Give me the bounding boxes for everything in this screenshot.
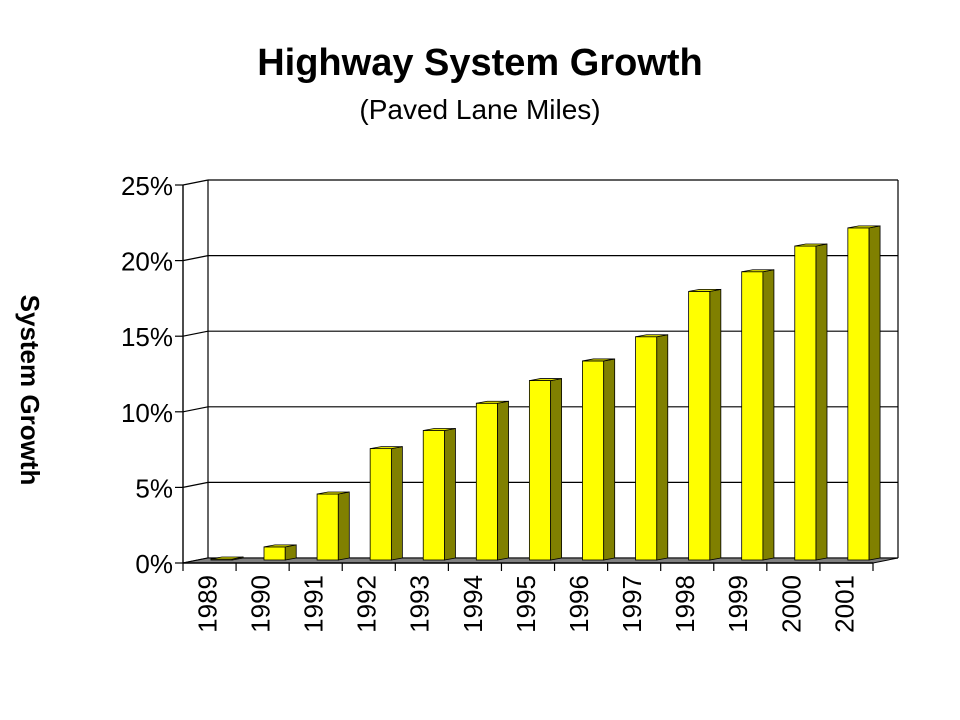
bar-side bbox=[815, 243, 828, 561]
x-tick-label: 1999 bbox=[723, 575, 753, 633]
bar-top bbox=[210, 556, 244, 560]
bar-top bbox=[847, 225, 881, 229]
bar-front bbox=[741, 271, 764, 561]
bar-1990 bbox=[263, 544, 297, 561]
x-tick-label: 1991 bbox=[299, 575, 329, 633]
bar-top bbox=[741, 269, 774, 273]
bar-front bbox=[635, 336, 658, 561]
bar-1995 bbox=[528, 378, 563, 561]
y-tick-label: 15% bbox=[121, 322, 173, 352]
bar-front bbox=[263, 546, 286, 561]
x-tick-labels: 1989 1990 1991 1992 1993 1994 1995 1996 1997 1998… bbox=[192, 575, 859, 633]
bar-side bbox=[444, 428, 456, 561]
bar-top bbox=[476, 400, 509, 404]
gridline-depth bbox=[182, 330, 209, 337]
bar-1998 bbox=[688, 288, 722, 561]
x-tick-label: 2001 bbox=[829, 575, 859, 633]
y-tick-label: 20% bbox=[121, 247, 173, 277]
bar-front bbox=[475, 402, 498, 561]
x-tick-label: 1996 bbox=[564, 575, 594, 633]
bar-top bbox=[688, 288, 721, 292]
bar-2000 bbox=[794, 243, 828, 561]
bar-1992 bbox=[369, 446, 403, 561]
x-tick-label: 1998 bbox=[670, 575, 700, 633]
bar-front bbox=[422, 430, 445, 561]
axes bbox=[175, 184, 874, 571]
bar-1999 bbox=[741, 269, 775, 561]
bar-top bbox=[529, 378, 562, 381]
y-tick-label: 5% bbox=[135, 473, 173, 503]
bar-1989 bbox=[210, 556, 244, 561]
bar-front bbox=[528, 380, 552, 561]
bar-front bbox=[688, 290, 711, 561]
y-tick-labels: 0% 5% 10% 15% 20% 25% bbox=[121, 171, 173, 579]
bar-front bbox=[847, 227, 870, 561]
bar-side bbox=[709, 288, 722, 561]
x-tick-label: 1997 bbox=[617, 575, 647, 633]
bar-side bbox=[762, 269, 775, 561]
y-tick-label: 10% bbox=[121, 398, 173, 428]
bar-front bbox=[582, 360, 605, 561]
x-tick-label: 1992 bbox=[352, 575, 382, 633]
bar-front bbox=[316, 493, 339, 561]
gridline-depth bbox=[182, 255, 209, 262]
gridline-depth bbox=[182, 481, 209, 488]
x-tick-label: 1993 bbox=[405, 575, 435, 633]
bar-side bbox=[284, 544, 297, 561]
bar-side bbox=[497, 400, 509, 561]
gridline-depth bbox=[182, 179, 209, 186]
gridline-depth bbox=[182, 406, 209, 413]
bar-1991 bbox=[316, 491, 350, 561]
chart-title: Highway System Growth bbox=[257, 42, 703, 84]
bar-front bbox=[794, 245, 817, 561]
y-tick-label: 0% bbox=[135, 549, 173, 579]
x-tick-label: 1989 bbox=[192, 575, 222, 633]
bar-side bbox=[656, 334, 669, 561]
bar-front bbox=[369, 448, 392, 561]
bar-1996 bbox=[582, 358, 616, 561]
bar-top bbox=[263, 544, 297, 548]
bar-1994 bbox=[475, 400, 509, 561]
bar-top bbox=[317, 491, 350, 495]
x-tick-label: 2000 bbox=[776, 575, 806, 633]
bar-top bbox=[635, 334, 668, 338]
bar-side bbox=[337, 491, 350, 561]
bar-top bbox=[423, 428, 456, 431]
bar-top bbox=[582, 358, 615, 362]
bar-side bbox=[868, 225, 881, 561]
bar-side bbox=[550, 378, 563, 561]
bar-1993 bbox=[422, 428, 456, 561]
bars bbox=[210, 225, 881, 561]
bar-top bbox=[370, 446, 403, 450]
x-tick-label: 1994 bbox=[458, 575, 488, 633]
x-tick-label: 1990 bbox=[245, 575, 275, 633]
x-tick-label: 1995 bbox=[511, 575, 541, 633]
bar-2001 bbox=[847, 225, 881, 561]
chart-subtitle: (Paved Lane Miles) bbox=[359, 94, 601, 125]
y-tick-label: 25% bbox=[121, 171, 173, 201]
bar-side bbox=[390, 446, 403, 561]
bar-side bbox=[603, 358, 616, 561]
bar-1997 bbox=[635, 334, 669, 561]
bar-top bbox=[794, 243, 828, 247]
